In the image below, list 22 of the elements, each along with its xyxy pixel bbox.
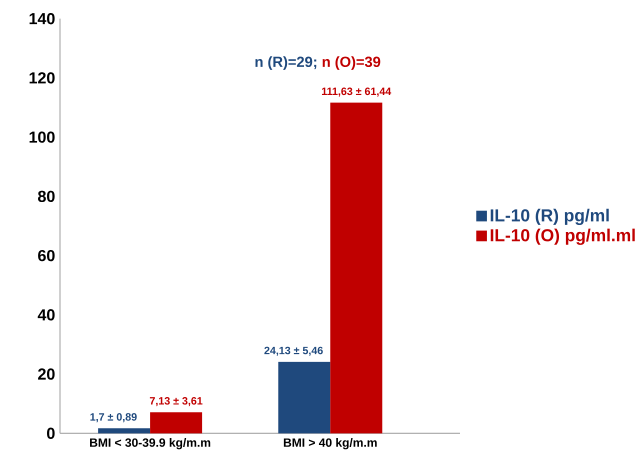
y-tick-label: 0 — [47, 428, 55, 439]
legend-label: IL-10 (R) pg/ml — [490, 208, 609, 226]
bar — [330, 102, 382, 434]
bar — [278, 362, 330, 434]
annotation: n (O)=39 — [322, 56, 380, 70]
y-tick-label: 100 — [30, 131, 55, 143]
y-tick-label: 140 — [30, 13, 55, 24]
y-tick-label: 40 — [38, 309, 55, 320]
x-tick-label: BMI < 30-39.9 kg/m.m — [90, 438, 210, 450]
data-label: 24,13 ± 5,46 — [264, 346, 323, 356]
annotation: n (R)=29; — [255, 56, 316, 70]
x-tick-label: BMI > 40 kg/m.m — [284, 438, 377, 450]
legend-label: IL-10 (O) pg/ml.ml — [490, 228, 635, 245]
y-tick-label: 80 — [38, 190, 55, 202]
data-label: 111,63 ± 61,44 — [322, 88, 392, 97]
y-tick-label: 60 — [38, 250, 55, 262]
data-label: 1,7 ± 0,89 — [90, 413, 137, 422]
data-label: 7,13 ± 3,61 — [150, 397, 202, 406]
bar — [98, 428, 150, 434]
y-tick-label: 120 — [30, 72, 55, 84]
y-tick-label: 20 — [38, 368, 55, 380]
bar — [150, 412, 202, 434]
